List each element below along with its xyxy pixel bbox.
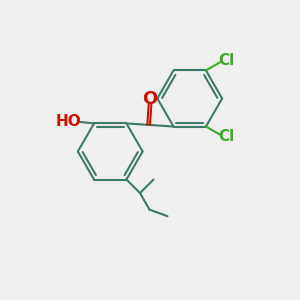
Text: HO: HO — [56, 115, 81, 130]
Text: Cl: Cl — [218, 53, 235, 68]
Text: O: O — [142, 90, 158, 108]
Text: Cl: Cl — [218, 129, 235, 144]
